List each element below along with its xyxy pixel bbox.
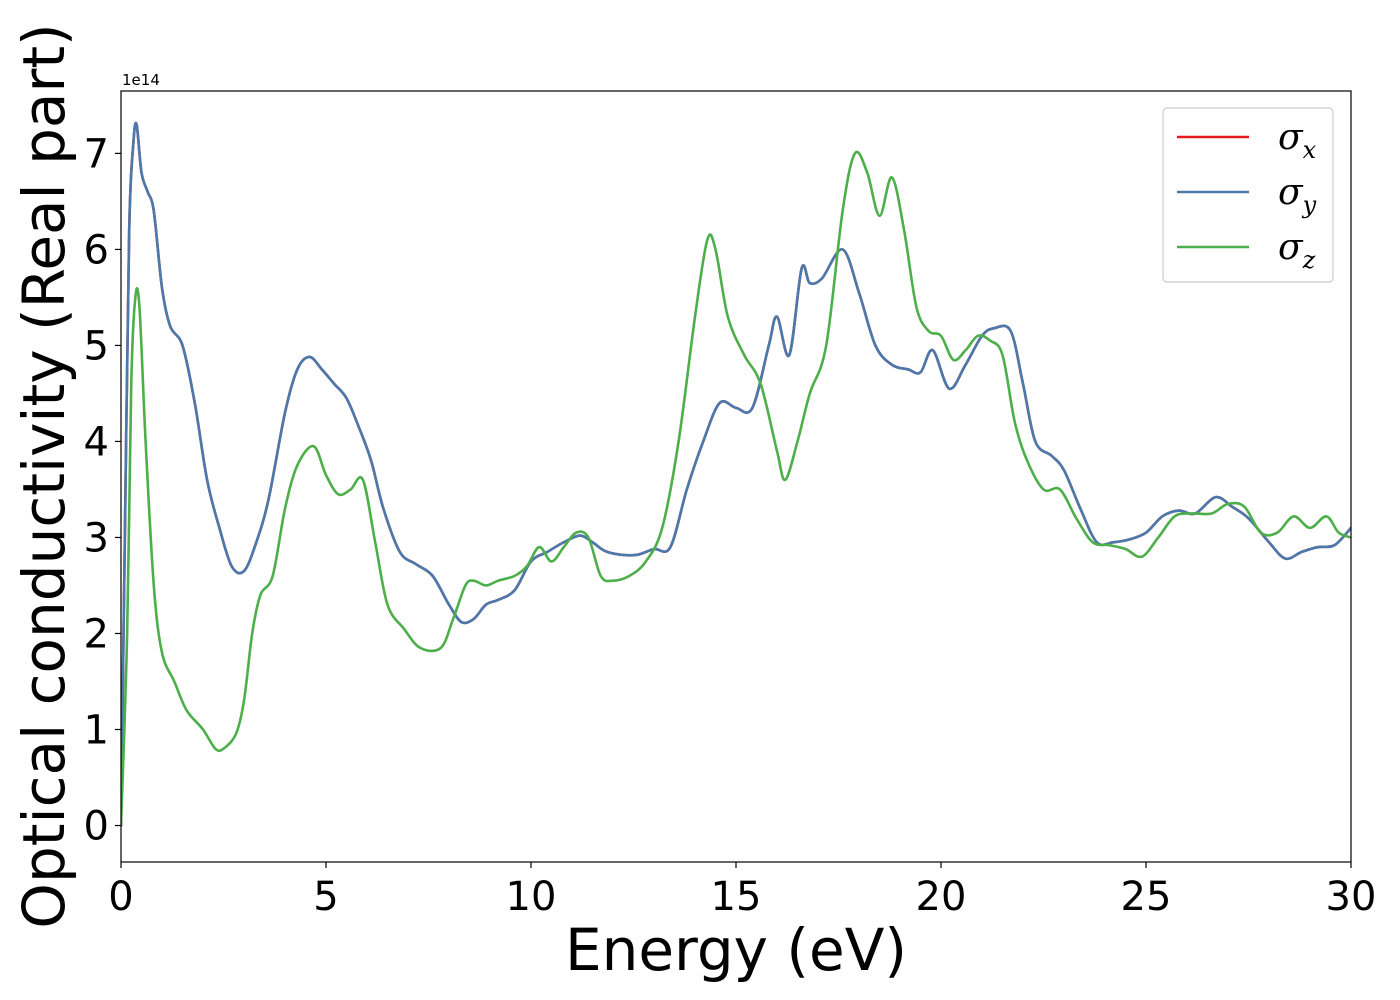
y-tick-label: 7 [84, 131, 109, 177]
x-tick-label: 15 [711, 874, 762, 920]
x-tick-label: 20 [916, 874, 967, 920]
y-tick-label: 1 [84, 707, 109, 753]
series-layer [121, 121, 1351, 827]
x-tick-label: 0 [108, 874, 133, 920]
x-tick-label: 25 [1121, 874, 1172, 920]
y-axis-title: Optical conductivity (Real part) [10, 23, 78, 928]
x-axis: 0 5 10 15 20 25 30 [108, 862, 1376, 920]
y-tick-label: 4 [84, 419, 109, 465]
y-tick-label: 6 [84, 227, 109, 273]
y-tick-label: 3 [84, 515, 109, 561]
series-line-z [121, 150, 1351, 827]
x-tick-label: 30 [1326, 874, 1377, 920]
y-tick-label: 5 [84, 323, 109, 369]
x-tick-label: 10 [506, 874, 557, 920]
y-axis: 0 1 2 3 4 5 6 7 [84, 131, 121, 850]
x-tick-label: 5 [313, 874, 338, 920]
y-offset-label: 1e14 [122, 71, 160, 89]
y-tick-label: 2 [84, 611, 109, 657]
legend-frame [1162, 107, 1334, 283]
series-line-y [121, 121, 1351, 827]
y-tick-label: 0 [84, 804, 109, 850]
x-axis-title: Energy (eV) [565, 916, 907, 984]
